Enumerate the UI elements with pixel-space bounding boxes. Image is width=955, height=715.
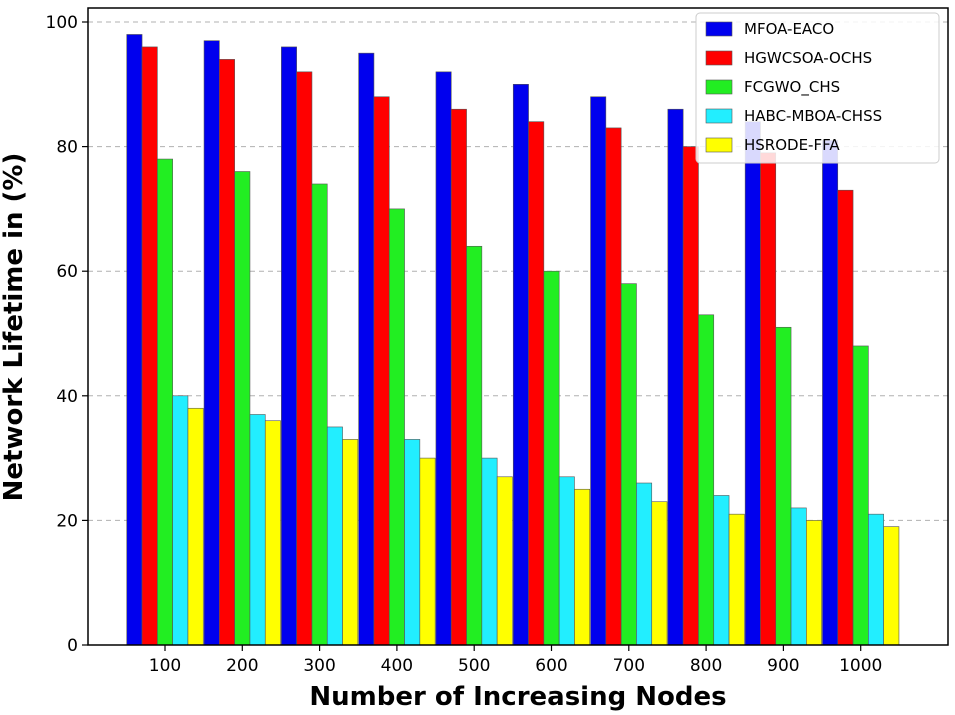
legend-box [695, 12, 940, 164]
bar-hsrode-ffa-600 [574, 488, 591, 646]
bar-habc-mboa-chss-800 [713, 495, 730, 646]
bar-hgwcsoa-ochs-600 [528, 121, 545, 646]
bar-fcgwo-chs-300 [311, 183, 328, 646]
bar-fcgwo-chs-200 [234, 171, 251, 646]
bar-habc-mboa-chss-400 [404, 439, 421, 646]
bar-hgwcsoa-ochs-500 [450, 108, 467, 646]
legend-label: HSRODE-FFA [744, 136, 840, 154]
bar-habc-mboa-chss-700 [636, 482, 653, 646]
bar-habc-mboa-chss-900 [790, 507, 807, 646]
bar-hsrode-ffa-900 [806, 520, 822, 646]
bar-habc-mboa-chss-1000 [868, 513, 884, 646]
x-axis-title: Number of Increasing Nodes [309, 682, 726, 712]
y-tick-label: 80 [56, 138, 78, 158]
axis-ticks: 0 20 40 60 80 100 100 200 300 400 500 600 700 800 900 1… [46, 13, 883, 676]
bar-habc-mboa-chss-600 [558, 476, 575, 646]
legend-swatch [705, 50, 733, 66]
legend-label: HGWCSOA-OCHS [744, 49, 872, 67]
legend-swatch [705, 79, 733, 95]
bar-mfoa-eaco-800 [667, 108, 684, 646]
bar-fcgwo-chs-700 [620, 283, 637, 646]
bar-hgwcsoa-ochs-300 [296, 71, 313, 646]
bar-mfoa-eaco-1000 [822, 140, 839, 646]
y-tick-label: 100 [46, 13, 78, 33]
bar-habc-mboa-chss-200 [249, 414, 266, 646]
bar-hgwcsoa-ochs-1000 [837, 189, 854, 646]
x-tick-label: 300 [303, 656, 335, 676]
bar-mfoa-eaco-700 [590, 96, 607, 646]
x-tick-label: 1000 [839, 656, 882, 676]
legend-label: FCGWO_CHS [744, 78, 840, 97]
legend-swatch [705, 21, 733, 37]
y-tick-label: 20 [56, 511, 78, 531]
bar-hsrode-ffa-800 [728, 513, 745, 646]
y-tick-label: 60 [56, 262, 78, 282]
y-axis-title: Network Lifetime in (%) [0, 153, 29, 502]
bar-hgwcsoa-ochs-100 [141, 46, 158, 646]
bar-hsrode-ffa-1000 [883, 526, 900, 646]
bar-fcgwo-chs-800 [698, 314, 715, 646]
legend-label: MFOA-EACO [744, 20, 834, 38]
bar-hsrode-ffa-400 [419, 457, 436, 646]
bar-mfoa-eaco-100 [126, 34, 143, 646]
x-tick-label: 200 [226, 656, 258, 676]
bar-fcgwo-chs-600 [543, 270, 560, 646]
bar-hgwcsoa-ochs-700 [605, 127, 622, 646]
bar-mfoa-eaco-500 [435, 71, 452, 646]
bar-fcgwo-chs-100 [157, 158, 173, 646]
legend-swatch [705, 137, 733, 153]
x-tick-label: 900 [767, 656, 799, 676]
x-tick-label: 100 [149, 656, 181, 676]
bar-fcgwo-chs-500 [466, 245, 483, 646]
x-tick-label: 800 [690, 656, 722, 676]
bar-mfoa-eaco-900 [744, 121, 761, 646]
legend: MFOA-EACO HGWCSOA-OCHS FCGWO_CHS HABC-MBOA-… [695, 12, 940, 164]
bar-hgwcsoa-ochs-200 [219, 59, 235, 646]
bar-habc-mboa-chss-500 [481, 457, 498, 646]
bar-hsrode-ffa-700 [651, 501, 668, 646]
bar-hgwcsoa-ochs-900 [760, 152, 777, 646]
bar-fcgwo-chs-1000 [852, 345, 869, 646]
bar-hsrode-ffa-300 [342, 439, 359, 646]
bar-fcgwo-chs-400 [388, 208, 405, 646]
bar-hsrode-ffa-500 [496, 476, 513, 646]
y-tick-label: 40 [56, 387, 78, 407]
y-tick-label: 0 [67, 636, 78, 656]
bar-hgwcsoa-ochs-800 [682, 146, 699, 646]
bar-fcgwo-chs-900 [775, 326, 792, 646]
plot-area-frame [87, 7, 949, 646]
x-tick-label: 400 [381, 656, 413, 676]
bar-mfoa-eaco-300 [281, 46, 297, 646]
x-tick-label: 700 [613, 656, 645, 676]
bar-mfoa-eaco-400 [358, 52, 375, 646]
bar-hsrode-ffa-200 [264, 420, 281, 646]
x-tick-label: 600 [535, 656, 567, 676]
bar-hgwcsoa-ochs-400 [373, 96, 390, 646]
x-tick-label: 500 [458, 656, 490, 676]
legend-label: HABC-MBOA-CHSS [744, 107, 882, 125]
bar-habc-mboa-chss-300 [326, 426, 343, 646]
legend-swatch [705, 108, 733, 124]
bar-mfoa-eaco-600 [512, 84, 529, 646]
bar-habc-mboa-chss-100 [172, 395, 189, 646]
bar-hsrode-ffa-100 [187, 407, 204, 646]
bar-mfoa-eaco-200 [203, 40, 220, 646]
